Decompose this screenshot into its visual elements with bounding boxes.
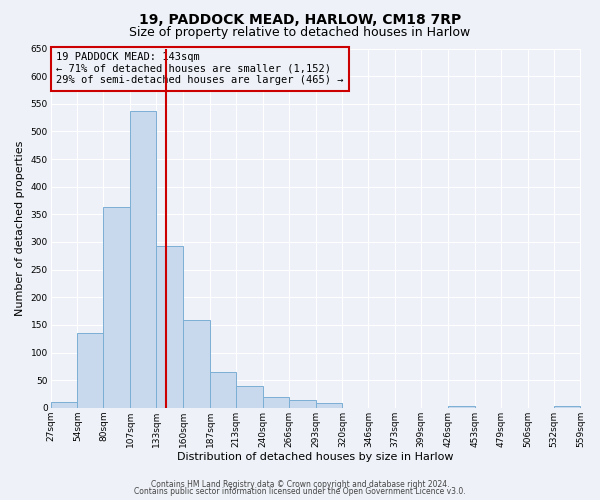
Bar bbox=[156, 246, 183, 408]
Bar bbox=[77, 332, 103, 408]
Bar bbox=[50, 402, 77, 408]
Bar bbox=[210, 372, 236, 408]
Bar bbox=[130, 111, 156, 408]
Bar bbox=[236, 386, 263, 408]
X-axis label: Distribution of detached houses by size in Harlow: Distribution of detached houses by size … bbox=[177, 452, 454, 462]
Text: 19 PADDOCK MEAD: 143sqm
← 71% of detached houses are smaller (1,152)
29% of semi: 19 PADDOCK MEAD: 143sqm ← 71% of detache… bbox=[56, 52, 343, 86]
Text: Contains HM Land Registry data © Crown copyright and database right 2024.: Contains HM Land Registry data © Crown c… bbox=[151, 480, 449, 489]
Text: 19, PADDOCK MEAD, HARLOW, CM18 7RP: 19, PADDOCK MEAD, HARLOW, CM18 7RP bbox=[139, 12, 461, 26]
Bar bbox=[103, 207, 130, 408]
Text: Contains public sector information licensed under the Open Government Licence v3: Contains public sector information licen… bbox=[134, 488, 466, 496]
Y-axis label: Number of detached properties: Number of detached properties bbox=[15, 140, 25, 316]
Bar bbox=[554, 406, 580, 408]
Bar bbox=[263, 396, 289, 408]
Bar bbox=[289, 400, 316, 408]
Bar bbox=[183, 320, 210, 408]
Bar bbox=[316, 404, 343, 408]
Text: Size of property relative to detached houses in Harlow: Size of property relative to detached ho… bbox=[130, 26, 470, 39]
Bar bbox=[448, 406, 475, 408]
